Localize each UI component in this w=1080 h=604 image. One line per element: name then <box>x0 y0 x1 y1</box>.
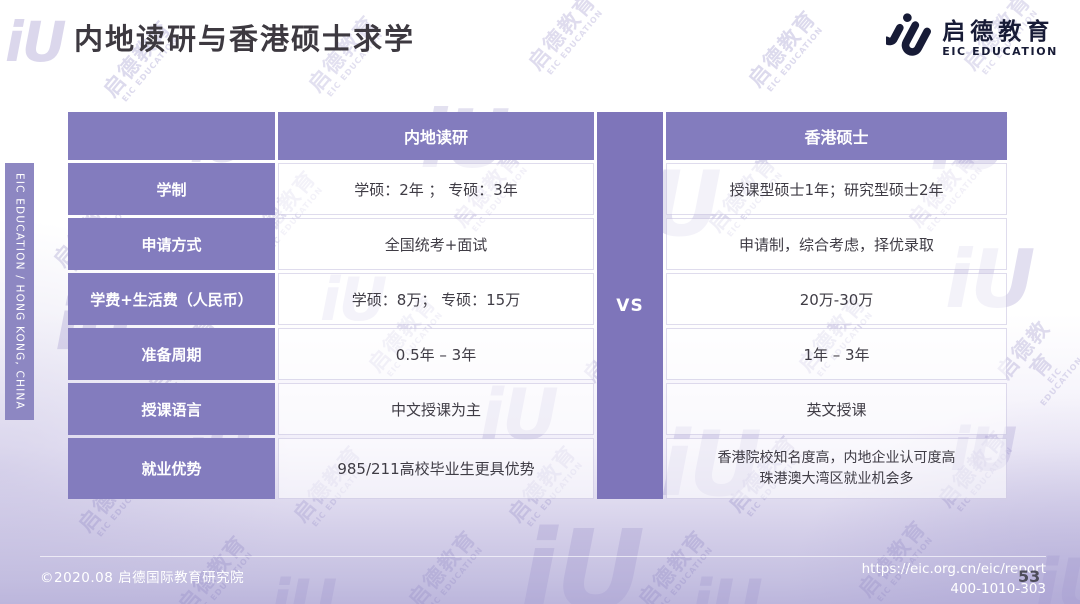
watermark-logo-icon: iU <box>270 567 337 604</box>
vs-divider: VS <box>597 112 663 499</box>
row-label-employment: 就业优势 <box>68 438 275 499</box>
cell-hongkong-duration: 授课型硕士1年；研究型硕士2年 <box>666 163 1007 215</box>
cell-mainland-preparation: 0.5年 – 3年 <box>278 328 594 380</box>
employment-line-2: 珠港澳大湾区就业机会多 <box>759 470 914 487</box>
brand-name-cn: 启德教育 <box>942 18 1055 45</box>
page-title: 内地读研与香港硕士求学 <box>74 22 416 56</box>
eic-logo-icon <box>883 12 932 66</box>
column-header-mainland: 内地读研 <box>278 112 594 160</box>
cell-hongkong-employment: 香港院校知名度高，内地企业认可度高 珠港澳大湾区就业机会多 <box>666 438 1007 499</box>
cell-mainland-language: 中文授课为主 <box>278 383 594 435</box>
row-label-language: 授课语言 <box>68 383 275 435</box>
watermark-logo-icon: iU <box>520 506 645 604</box>
cell-hongkong-language: 英文授课 <box>666 383 1007 435</box>
row-label-cost: 学费+生活费（人民币） <box>68 273 275 325</box>
footer-divider <box>40 556 1046 557</box>
page-number: 53 <box>1018 567 1041 586</box>
cell-mainland-application: 全国统考+面试 <box>278 218 594 270</box>
table-corner-cell <box>68 112 275 160</box>
brand-name-en: EIC EDUCATION <box>942 45 1058 59</box>
comparison-table: 内地读研 VS 香港硕士 学制 学硕：2年 ； 专硕：3年 授课型硕士1年；研究… <box>68 112 1010 499</box>
row-label-preparation: 准备周期 <box>68 328 275 380</box>
cell-hongkong-application: 申请制，综合考虑，择优录取 <box>666 218 1007 270</box>
column-header-hongkong: 香港硕士 <box>666 112 1007 160</box>
watermark-logo-icon: iU <box>5 10 66 74</box>
brand-logo: 启德教育 EIC EDUCATION <box>883 12 1058 66</box>
cell-hongkong-cost: 20万-30万 <box>666 273 1007 325</box>
cell-mainland-employment: 985/211高校毕业生更具优势 <box>278 438 594 499</box>
cell-hongkong-preparation: 1年 – 3年 <box>666 328 1007 380</box>
employment-line-1: 香港院校知名度高，内地企业认可度高 <box>717 449 956 466</box>
vs-label: VS <box>616 295 644 316</box>
watermark-logo-icon: iU <box>690 572 763 604</box>
cell-mainland-duration: 学硕：2年 ； 专硕：3年 <box>278 163 594 215</box>
cell-mainland-cost: 学硕：8万； 专硕：15万 <box>278 273 594 325</box>
row-label-duration: 学制 <box>68 163 275 215</box>
row-label-application: 申请方式 <box>68 218 275 270</box>
sidebar-vertical-label: EIC EDUCATION / HONG KONG, CHINA <box>5 163 34 420</box>
footer-copyright: ©2020.08 启德国际教育研究院 <box>40 570 245 586</box>
